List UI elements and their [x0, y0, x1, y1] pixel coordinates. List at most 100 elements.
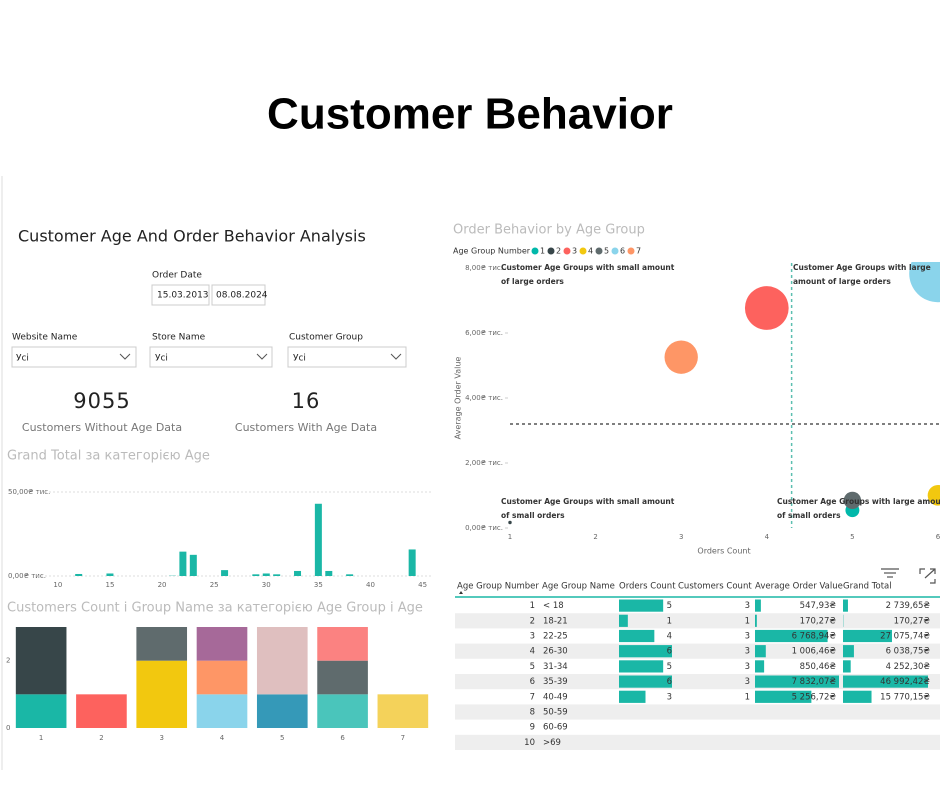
legend-swatch — [547, 247, 555, 255]
bubble — [744, 286, 789, 330]
x-tick-label: 30 — [262, 581, 271, 589]
cell: 15 770,15₴ — [880, 692, 930, 702]
cell: 4 — [530, 647, 535, 657]
chevron[interactable] — [390, 353, 402, 360]
bar — [221, 570, 229, 576]
dropdown-value[interactable]: Усі — [155, 354, 168, 364]
cell: 3 — [745, 632, 750, 642]
x-tick-label: 2 — [99, 734, 103, 742]
column-header: Age Group Name — [542, 582, 615, 592]
date-start-box[interactable] — [151, 284, 210, 306]
cell: 5 256,72₴ — [792, 692, 837, 702]
chart-title: Order Behavior by Age Group — [453, 223, 645, 238]
date-start[interactable]: 15.03.2013 — [157, 291, 209, 301]
cell: 1 — [530, 601, 535, 611]
data-bar — [755, 614, 757, 627]
data-bar — [755, 645, 766, 658]
cell: 6 — [667, 647, 672, 657]
legend-swatch — [611, 247, 619, 255]
x-axis-label: Orders Count — [697, 547, 750, 556]
bar — [346, 574, 354, 576]
dropdown-value[interactable]: Усі — [16, 354, 29, 364]
quadrant-annotation: Customer Age Groups with large amount of … — [777, 497, 940, 520]
data-bar — [843, 629, 892, 643]
filter-label: Order Date — [152, 271, 202, 281]
dropdown-value[interactable]: Усі — [293, 354, 306, 364]
x-tick-label: 2 — [593, 533, 597, 541]
filter-icon[interactable] — [881, 568, 899, 578]
bar-segment — [196, 660, 248, 695]
date-end-box[interactable] — [211, 284, 266, 306]
bar-segment — [15, 627, 67, 695]
cell: >69 — [543, 738, 561, 748]
data-bar — [843, 690, 872, 703]
x-tick-label: 6 — [936, 533, 940, 541]
dropdown[interactable] — [11, 346, 137, 368]
quadrant-annotation: Customer Age Groups with small amount of … — [501, 497, 675, 520]
cell: 31-34 — [543, 662, 568, 672]
bubble — [508, 520, 512, 525]
y-axis-label: Average Order Value — [454, 357, 463, 440]
dropdown[interactable] — [149, 346, 273, 368]
x-tick-label: 3 — [679, 533, 683, 541]
column-header: Age Group Number — [457, 582, 539, 592]
column-header: Orders Count — [619, 582, 676, 592]
cell: < 18 — [543, 601, 564, 611]
filter-label: Store Name — [152, 333, 206, 343]
row-band — [455, 613, 940, 629]
x-tick-label: 15 — [105, 581, 114, 589]
cell: 5 — [667, 662, 672, 672]
chart-title: Customers Count і Group Name за категорі… — [7, 601, 423, 616]
cell: 3 — [667, 692, 672, 702]
kpi-label: Customers With Age Data — [235, 421, 377, 434]
x-tick-label: 7 — [401, 734, 405, 742]
date-end[interactable]: 08.08.2024 — [216, 291, 268, 301]
page-title: Customer Behavior — [267, 90, 673, 139]
cell: 3 — [745, 677, 750, 687]
chart-title: Grand Total за категорією Age — [7, 449, 210, 464]
legend-swatch — [531, 247, 539, 255]
dropdown[interactable] — [287, 346, 407, 368]
bar — [325, 570, 333, 576]
legend-swatch — [563, 247, 571, 255]
bar-segment — [136, 660, 188, 728]
cell: 40-49 — [543, 692, 568, 702]
legend-swatch — [627, 247, 635, 255]
data-bar — [843, 645, 854, 658]
bar — [106, 573, 114, 576]
cell: 8 — [530, 708, 535, 718]
bar-segment — [317, 660, 368, 695]
x-tick-label: 5 — [280, 734, 284, 742]
legend-label: 4 — [588, 247, 593, 256]
column-header: Grand Total — [843, 582, 892, 592]
data-bar — [619, 675, 672, 688]
legend-swatch — [579, 247, 587, 255]
y-tick-label: 50,00₴ тис. — [8, 488, 50, 496]
bar — [273, 574, 281, 576]
cell: 1 — [745, 616, 750, 626]
data-bar — [843, 599, 848, 612]
filter-label: Website Name — [12, 333, 78, 343]
data-bar — [755, 629, 828, 643]
cell: 22-25 — [543, 632, 568, 642]
cell: 4 252,30₴ — [886, 662, 931, 672]
bubble — [927, 484, 940, 506]
legend-label: 2 — [556, 247, 561, 256]
bar — [252, 574, 260, 576]
expand-icon[interactable] — [919, 568, 936, 584]
cell: 3 — [745, 662, 750, 672]
cell: 26-30 — [543, 647, 568, 657]
x-tick-label: 10 — [53, 581, 62, 589]
row-band — [455, 643, 940, 659]
cell: 1 — [667, 616, 672, 626]
legend-label: 7 — [636, 247, 641, 256]
y-tick-label: 0,00₴ тис. — [465, 524, 503, 532]
x-tick-label: 1 — [508, 533, 512, 541]
column-header: Customers Count — [678, 582, 752, 592]
chevron[interactable] — [119, 353, 131, 360]
bar — [179, 551, 187, 576]
report-title: Customer Age And Order Behavior Analysis — [18, 227, 366, 246]
chevron[interactable] — [256, 353, 268, 360]
data-bar — [619, 645, 672, 658]
